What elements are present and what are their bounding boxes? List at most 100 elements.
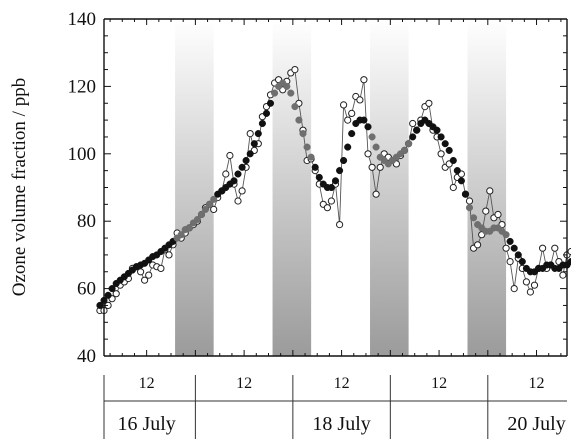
filled-point-101 [506, 237, 514, 245]
hour-label-2: 12 [236, 375, 252, 392]
filled-point-90 [461, 190, 470, 198]
filled-point-47 [287, 89, 295, 97]
open-point-64 [356, 96, 364, 104]
night-band-4 [467, 19, 507, 356]
filled-point-59 [336, 167, 344, 175]
open-point-91 [465, 197, 474, 205]
open-point-57 [327, 197, 335, 205]
filled-point-41 [262, 109, 271, 117]
filled-point-54 [315, 173, 323, 181]
filled-point-28 [210, 195, 218, 203]
filled-point-84 [437, 133, 445, 141]
filled-point-89 [457, 177, 465, 185]
filled-point-68 [372, 143, 380, 151]
open-point-48 [291, 66, 299, 74]
filled-point-87 [449, 156, 457, 165]
filled-point-67 [368, 133, 376, 141]
filled-point-38 [250, 140, 258, 148]
open-point-112 [551, 244, 559, 252]
open-point-96 [486, 187, 494, 195]
open-point-59 [336, 221, 344, 229]
open-point-65 [360, 76, 368, 84]
filled-point-35 [238, 163, 246, 171]
filled-point-104 [518, 258, 526, 266]
filled-point-53 [311, 163, 319, 171]
filled-point-116 [567, 258, 571, 266]
filled-point-61 [344, 143, 352, 151]
hour-label-1: 12 [139, 375, 155, 392]
filled-point-46 [283, 82, 291, 90]
open-point-84 [437, 150, 445, 158]
filled-point-51 [303, 143, 311, 151]
open-point-28 [210, 205, 218, 213]
filled-point-33 [230, 177, 238, 185]
y-axis-label: Ozone volume fraction / ppb [9, 78, 30, 296]
open-point-98 [494, 210, 502, 219]
filled-point-24 [193, 215, 201, 224]
open-point-81 [425, 99, 433, 107]
filled-point-83 [433, 126, 441, 134]
open-point-105 [522, 278, 531, 286]
day-label-3: 20 July [507, 413, 565, 435]
open-point-4 [112, 290, 120, 298]
open-point-61 [344, 116, 352, 124]
filled-point-39 [254, 130, 262, 138]
filled-point-26 [201, 205, 210, 213]
open-point-60 [340, 101, 348, 109]
filled-point-25 [197, 210, 206, 219]
filled-point-52 [307, 153, 315, 161]
filled-point-91 [465, 204, 474, 212]
filled-point-60 [340, 156, 348, 165]
filled-point-103 [514, 251, 522, 259]
filled-point-22 [185, 224, 193, 232]
filled-point-36 [242, 156, 250, 165]
filled-point-78 [413, 126, 421, 134]
open-point-69 [376, 163, 384, 171]
filled-point-34 [234, 170, 242, 178]
open-point-56 [323, 204, 331, 212]
axes: 40 60 80 100 120 140 12 12 12 12 12 16 July 18 July 2… [68, 9, 568, 439]
filled-point-62 [348, 130, 356, 138]
day-label-2: 18 July [312, 413, 370, 435]
filled-point-27 [206, 200, 214, 208]
series-layer [96, 66, 571, 315]
filled-point-49 [295, 116, 303, 124]
open-point-116 [567, 247, 571, 256]
filled-point-66 [364, 123, 372, 131]
open-point-17 [165, 251, 173, 259]
hour-label-3: 12 [334, 375, 350, 392]
open-point-31 [222, 170, 230, 178]
filled-point-65 [360, 116, 368, 124]
filled-point-75 [400, 146, 409, 154]
filled-point-88 [453, 167, 461, 175]
filled-point-20 [177, 231, 185, 239]
open-point-35 [238, 187, 246, 195]
night-band-3 [370, 19, 409, 356]
filled-point-48 [291, 103, 299, 111]
day-label-1: 16 July [117, 413, 175, 435]
y-tick-label-40: 40 [77, 346, 96, 367]
open-point-95 [482, 207, 490, 215]
night-shading [175, 19, 507, 356]
open-point-93 [474, 241, 482, 249]
filled-point-85 [441, 140, 449, 148]
y-tick-label-120: 120 [68, 76, 97, 97]
hour-label-4: 12 [431, 375, 447, 392]
filled-point-86 [445, 146, 453, 154]
open-point-87 [449, 183, 457, 192]
open-point-62 [348, 109, 356, 118]
filled-point-92 [470, 214, 478, 222]
filled-point-50 [299, 130, 307, 138]
filled-point-102 [510, 244, 518, 252]
filled-point-37 [246, 150, 254, 158]
open-point-114 [559, 271, 567, 279]
filled-point-0 [96, 301, 104, 309]
open-point-107 [530, 281, 539, 289]
y-tick-label-140: 140 [68, 9, 97, 30]
filled-point-100 [502, 231, 510, 239]
open-point-67 [368, 163, 376, 171]
open-point-68 [372, 190, 380, 198]
filled-point-58 [331, 177, 340, 185]
filled-point-2 [104, 291, 112, 299]
